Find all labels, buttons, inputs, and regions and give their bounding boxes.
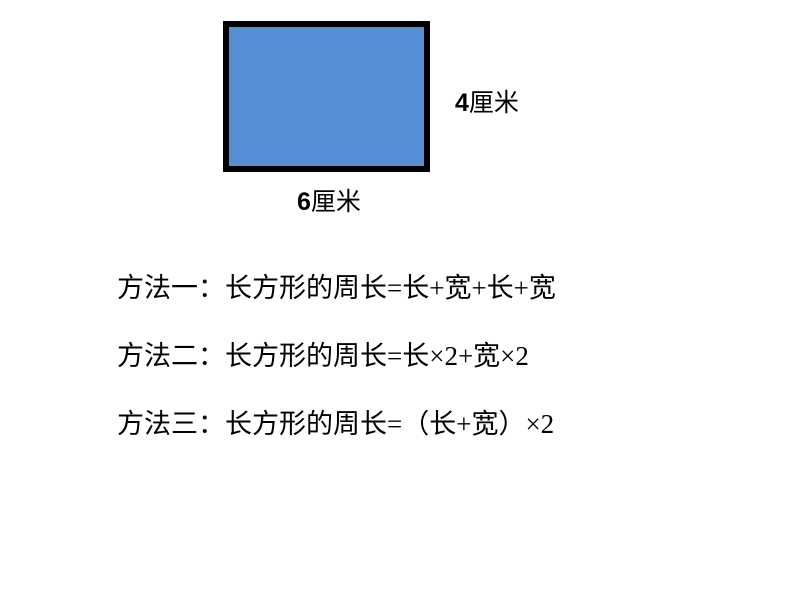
length-unit: 厘米 [311,188,361,216]
rectangle-diagram [223,21,430,172]
width-unit: 厘米 [469,89,519,117]
methods-text-block: 方法一：长方形的周长=长+宽+长+宽 方法二：长方形的周长=长×2+宽×2 方法… [117,275,556,438]
method-three: 方法三：长方形的周长=（长+宽）×2 [117,411,556,438]
blue-rectangle [223,21,430,172]
width-value: 4 [455,89,469,117]
method-two: 方法二：长方形的周长=长×2+宽×2 [117,343,556,370]
length-value: 6 [297,188,311,216]
method-one: 方法一：长方形的周长=长+宽+长+宽 [117,275,556,302]
length-label: 6厘米 [297,182,361,218]
width-label: 4厘米 [455,83,519,119]
